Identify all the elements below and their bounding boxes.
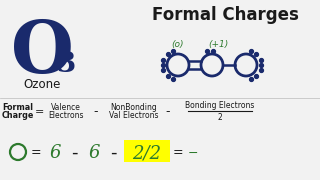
- Text: 2: 2: [218, 114, 222, 123]
- Text: 2/2: 2/2: [132, 144, 162, 162]
- Text: NonBonding: NonBonding: [111, 103, 157, 112]
- Text: -: -: [94, 105, 98, 118]
- Text: 3: 3: [56, 51, 76, 78]
- Text: Bonding Electrons: Bonding Electrons: [185, 102, 255, 111]
- FancyBboxPatch shape: [124, 140, 170, 162]
- Text: O: O: [11, 17, 73, 87]
- Text: Charge: Charge: [2, 111, 34, 120]
- Text: -: -: [110, 144, 116, 162]
- Text: (+1): (+1): [208, 39, 228, 48]
- Text: =: =: [173, 147, 183, 159]
- Text: -: -: [71, 144, 77, 162]
- Text: -: -: [166, 105, 170, 118]
- Text: (o): (o): [172, 39, 184, 48]
- Text: Formal Charges: Formal Charges: [152, 6, 299, 24]
- Text: Val Electrons: Val Electrons: [109, 111, 159, 120]
- Text: −: −: [188, 147, 198, 159]
- Text: 6: 6: [49, 144, 61, 162]
- Text: Formal: Formal: [3, 103, 34, 112]
- Text: =: =: [35, 107, 45, 117]
- Text: 6: 6: [88, 144, 100, 162]
- Text: Electrons: Electrons: [48, 111, 84, 120]
- Text: =: =: [31, 147, 41, 159]
- Text: Valence: Valence: [51, 103, 81, 112]
- Text: Ozone: Ozone: [23, 78, 61, 91]
